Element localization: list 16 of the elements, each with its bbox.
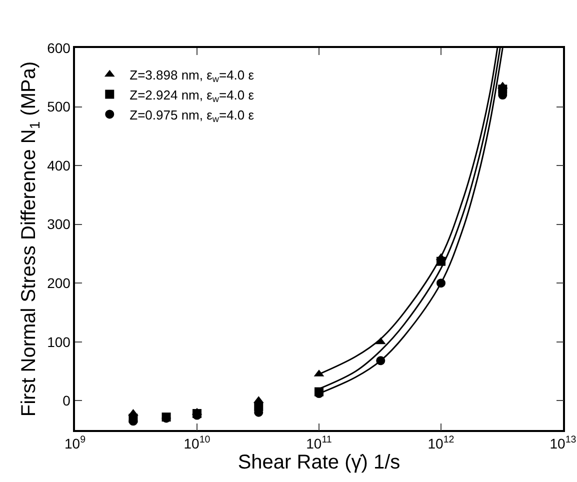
x-axis-title: Shear Rate (γ̇) 1/s	[238, 452, 400, 474]
y-tick-label: 300	[47, 216, 71, 232]
y-tick-label: 200	[47, 274, 71, 291]
y-tick-label: 0	[62, 392, 71, 409]
legend-label: Z=3.898 nm, ε$_{w}$=4.0 ε	[130, 67, 254, 84]
x-tick-label: 10$^{10}$	[184, 434, 211, 452]
legend-label: Z=0.975 nm, ε$_{w}$=4.0 ε	[130, 107, 254, 124]
y-tick-label: 400	[47, 157, 71, 174]
x-tick-label: 10$^{9}$	[64, 434, 86, 452]
x-tick-label: 10$^{11}$	[306, 434, 332, 452]
y-tick-label: 100	[47, 334, 71, 350]
y-tick-label: 600	[47, 40, 71, 56]
legend-label: Z=2.924 nm, ε$_{w}$=4.0 ε	[130, 87, 254, 104]
y-tick-label: 500	[47, 98, 71, 115]
x-tick-label: 10$^{13}$	[550, 434, 577, 452]
x-tick-label: 10$^{12}$	[428, 434, 454, 452]
